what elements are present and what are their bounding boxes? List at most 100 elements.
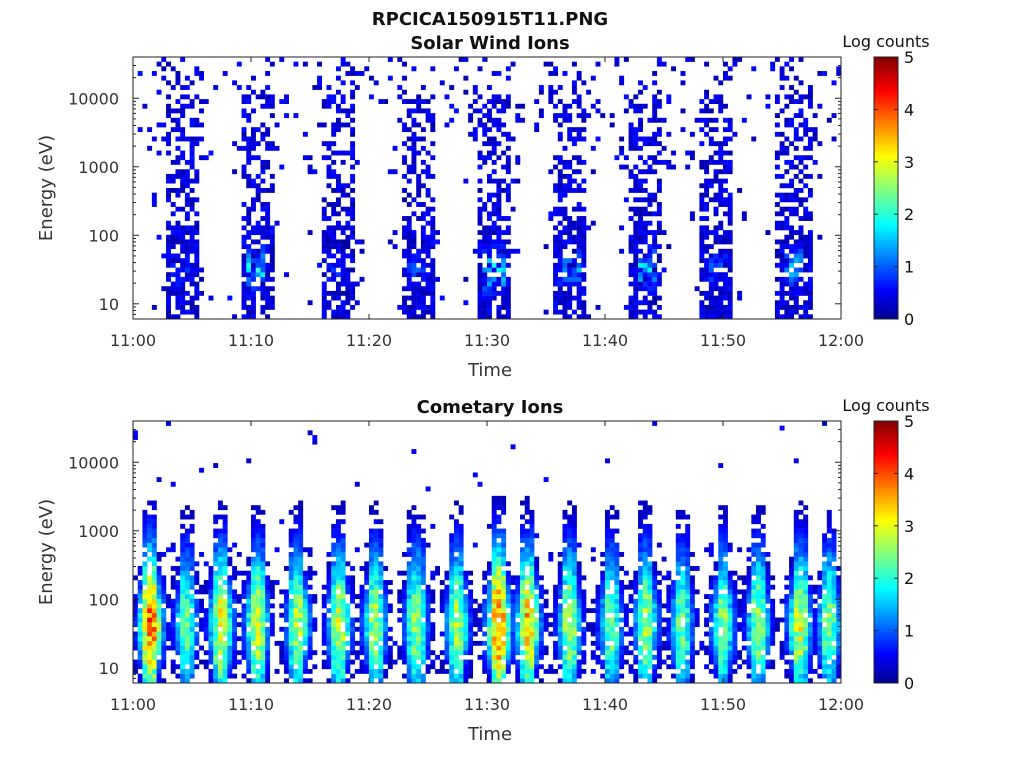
heatmap-cell bbox=[411, 314, 417, 320]
heatmap-cell bbox=[789, 295, 794, 301]
heatmap-cell bbox=[411, 617, 417, 623]
heatmap-cell bbox=[600, 664, 606, 670]
heatmap-cell bbox=[807, 89, 813, 95]
heatmap-cell bbox=[406, 622, 412, 628]
heatmap-cell bbox=[614, 552, 620, 557]
heatmap-cell bbox=[562, 206, 568, 212]
heatmap-cell bbox=[156, 477, 162, 483]
heatmap-cell bbox=[671, 631, 676, 637]
heatmap-cell bbox=[335, 103, 341, 109]
heatmap-cell bbox=[180, 178, 186, 184]
heatmap-cell bbox=[458, 589, 464, 595]
heatmap-cell bbox=[633, 225, 639, 231]
heatmap-cell bbox=[251, 650, 256, 656]
heatmap-cell bbox=[576, 640, 582, 646]
heatmap-cell bbox=[628, 304, 634, 310]
heatmap-cell bbox=[345, 281, 351, 287]
heatmap-cell bbox=[175, 594, 181, 599]
heatmap-cell bbox=[321, 300, 327, 306]
heatmap-cell bbox=[449, 566, 455, 571]
heatmap-cell bbox=[463, 75, 469, 81]
heatmap-cell bbox=[430, 570, 436, 576]
heatmap-cell bbox=[194, 570, 200, 576]
heatmap-cell bbox=[656, 178, 662, 184]
heatmap-cell bbox=[501, 108, 507, 114]
heatmap-cell bbox=[331, 650, 337, 656]
heatmap-cell bbox=[251, 108, 256, 114]
heatmap-cell bbox=[175, 622, 181, 628]
heatmap-cell bbox=[189, 295, 195, 301]
heatmap-cell bbox=[515, 580, 521, 585]
heatmap-cell bbox=[538, 594, 544, 599]
heatmap-cell bbox=[638, 272, 643, 278]
heatmap-cell bbox=[661, 61, 667, 67]
heatmap-cell bbox=[671, 659, 676, 665]
heatmap-cell bbox=[194, 636, 200, 642]
heatmap-cell bbox=[571, 239, 577, 245]
heatmap-cell bbox=[671, 617, 676, 623]
heatmap-cell bbox=[487, 234, 492, 240]
heatmap-cell bbox=[302, 598, 308, 604]
heatmap-cell bbox=[661, 556, 667, 562]
heatmap-cell bbox=[567, 589, 573, 595]
heatmap-cell bbox=[284, 566, 289, 571]
heatmap-cell bbox=[425, 276, 431, 282]
heatmap-cell bbox=[411, 309, 417, 315]
heatmap-cell bbox=[581, 314, 587, 320]
heatmap-cell bbox=[340, 150, 346, 156]
heatmap-cell bbox=[647, 664, 653, 670]
heatmap-cell bbox=[269, 239, 275, 245]
heatmap-cell bbox=[321, 206, 327, 212]
heatmap-cell bbox=[444, 650, 450, 656]
heatmap-cell bbox=[642, 580, 648, 585]
heatmap-cell bbox=[217, 645, 223, 651]
heatmap-cell bbox=[496, 225, 502, 231]
heatmap-cell bbox=[515, 673, 521, 679]
heatmap-cell bbox=[236, 61, 242, 67]
heatmap-cell bbox=[255, 523, 261, 529]
heatmap-cell bbox=[784, 145, 790, 151]
heatmap-cell bbox=[449, 640, 455, 646]
heatmap-cell bbox=[718, 286, 724, 292]
heatmap-cell bbox=[255, 542, 261, 548]
heatmap-cell bbox=[416, 617, 422, 623]
heatmap-cell bbox=[699, 314, 705, 320]
heatmap-cell bbox=[713, 75, 719, 81]
heatmap-cell bbox=[576, 290, 582, 296]
heatmap-cell bbox=[170, 617, 176, 623]
heatmap-cell bbox=[180, 169, 186, 175]
heatmap-cell bbox=[246, 309, 252, 315]
heatmap-cell bbox=[378, 617, 384, 623]
heatmap-cell bbox=[491, 523, 497, 529]
heatmap-cell bbox=[553, 267, 558, 273]
heatmap-cell bbox=[557, 612, 563, 618]
heatmap-cell bbox=[487, 286, 492, 292]
heatmap-cell bbox=[576, 608, 582, 614]
heatmap-cell bbox=[406, 626, 412, 632]
heatmap-cell bbox=[647, 230, 653, 235]
heatmap-cell bbox=[496, 197, 502, 203]
heatmap-cell bbox=[453, 617, 459, 623]
heatmap-cell bbox=[647, 547, 653, 553]
heatmap-cell bbox=[458, 537, 464, 543]
heatmap-cell bbox=[416, 668, 422, 674]
heatmap-cell bbox=[184, 547, 190, 553]
heatmap-cell bbox=[779, 267, 785, 273]
heatmap-cell bbox=[774, 248, 780, 254]
heatmap-cell bbox=[180, 113, 186, 119]
heatmap-cell bbox=[487, 178, 492, 184]
heatmap-cell bbox=[416, 598, 422, 604]
heatmap-cell bbox=[723, 197, 728, 203]
heatmap-cell bbox=[571, 505, 577, 511]
heatmap-cell bbox=[166, 262, 171, 268]
heatmap-cell bbox=[595, 612, 601, 618]
heatmap-cell bbox=[284, 594, 289, 599]
heatmap-cell bbox=[232, 575, 238, 581]
heatmap-cell bbox=[619, 664, 625, 670]
heatmap-cell bbox=[340, 678, 346, 684]
heatmap-cell bbox=[326, 141, 332, 147]
heatmap-cell bbox=[713, 127, 719, 133]
heatmap-cell bbox=[246, 85, 252, 90]
heatmap-cell bbox=[137, 608, 143, 614]
heatmap-cell bbox=[562, 533, 568, 539]
